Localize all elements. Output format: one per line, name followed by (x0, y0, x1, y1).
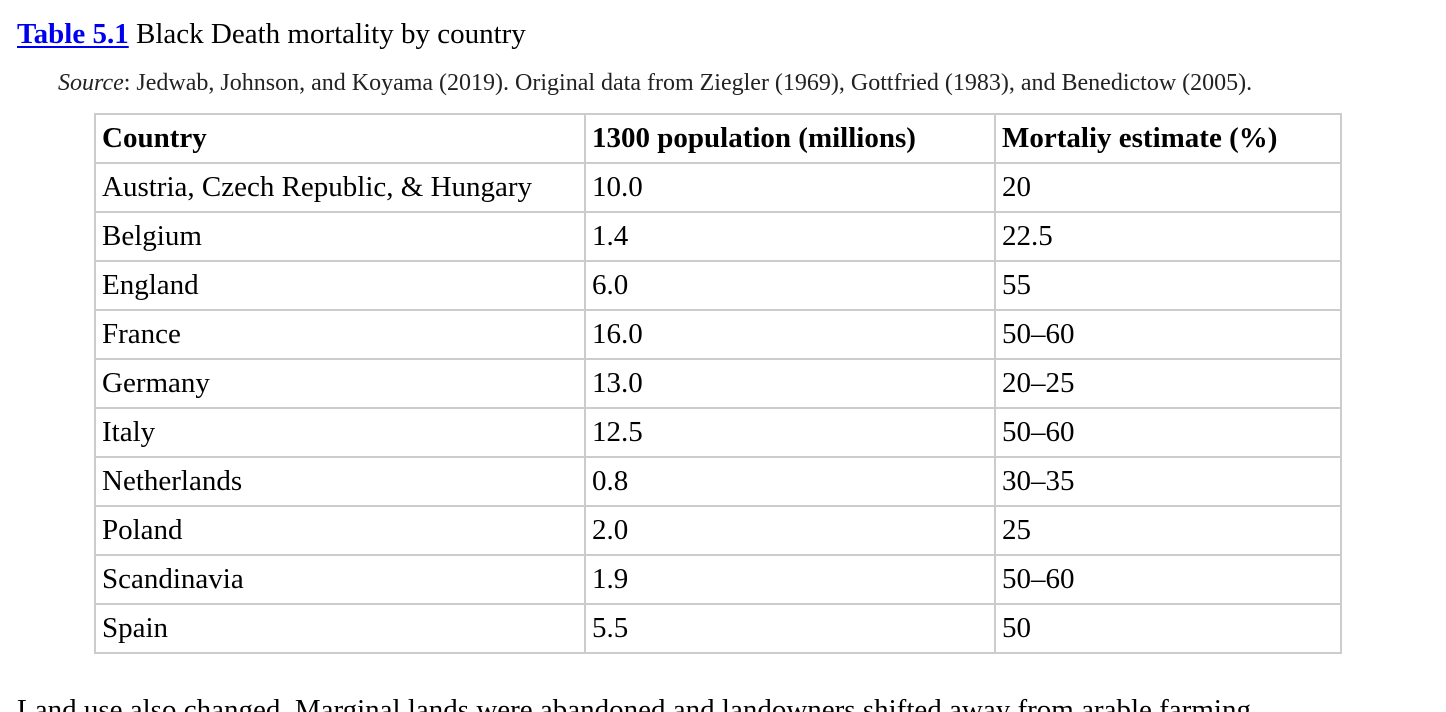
cell-country: Scandinavia (94, 554, 586, 605)
cell-population: 1.9 (584, 554, 996, 605)
cell-mortality: 50–60 (994, 309, 1342, 360)
table-header-row: Country 1300 population (millions) Morta… (94, 113, 1342, 164)
table-row: France 16.0 50–60 (94, 309, 1342, 360)
column-header-population: 1300 population (millions) (584, 113, 996, 164)
table-title: Black Death mortality by country (136, 18, 526, 50)
cell-population: 10.0 (584, 162, 996, 213)
table-row: Italy 12.5 50–60 (94, 407, 1342, 458)
cell-population: 0.8 (584, 456, 996, 507)
column-header-country: Country (94, 113, 586, 164)
table-row: Poland 2.0 25 (94, 505, 1342, 556)
cell-population: 12.5 (584, 407, 996, 458)
table-row: Belgium 1.4 22.5 (94, 211, 1342, 262)
table-row: England 6.0 55 (94, 260, 1342, 311)
table-source-note: Source: Jedwab, Johnson, and Koyama (201… (58, 67, 1252, 99)
cell-country: Poland (94, 505, 586, 556)
cell-mortality: 20–25 (994, 358, 1342, 409)
cell-country: England (94, 260, 586, 311)
cell-population: 6.0 (584, 260, 996, 311)
table-row: Netherlands 0.8 30–35 (94, 456, 1342, 507)
table-row: Spain 5.5 50 (94, 603, 1342, 654)
cell-population: 5.5 (584, 603, 996, 654)
body-paragraph: Land use also changed. Marginal lands we… (17, 694, 1251, 712)
cell-mortality: 55 (994, 260, 1342, 311)
cell-mortality: 22.5 (994, 211, 1342, 262)
cell-mortality: 50–60 (994, 554, 1342, 605)
table-caption: Table 5.1 Black Death mortality by count… (17, 14, 526, 54)
cell-population: 13.0 (584, 358, 996, 409)
cell-country: France (94, 309, 586, 360)
source-text: : Jedwab, Johnson, and Koyama (2019). Or… (123, 70, 1253, 96)
table-number-link[interactable]: Table 5.1 (17, 18, 129, 50)
cell-mortality: 50 (994, 603, 1342, 654)
cell-population: 16.0 (584, 309, 996, 360)
cell-country: Austria, Czech Republic, & Hungary (94, 162, 586, 213)
mortality-table: Country 1300 population (millions) Morta… (94, 113, 1342, 654)
cell-population: 2.0 (584, 505, 996, 556)
source-label: Source (58, 70, 124, 96)
column-header-mortality: Mortaliy estimate (%) (994, 113, 1342, 164)
cell-country: Germany (94, 358, 586, 409)
cell-mortality: 25 (994, 505, 1342, 556)
cell-country: Spain (94, 603, 586, 654)
table-row: Germany 13.0 20–25 (94, 358, 1342, 409)
cell-mortality: 50–60 (994, 407, 1342, 458)
table-row: Scandinavia 1.9 50–60 (94, 554, 1342, 605)
cell-country: Italy (94, 407, 586, 458)
cell-mortality: 20 (994, 162, 1342, 213)
cell-population: 1.4 (584, 211, 996, 262)
cell-country: Belgium (94, 211, 586, 262)
cell-mortality: 30–35 (994, 456, 1342, 507)
cell-country: Netherlands (94, 456, 586, 507)
table-row: Austria, Czech Republic, & Hungary 10.0 … (94, 162, 1342, 213)
